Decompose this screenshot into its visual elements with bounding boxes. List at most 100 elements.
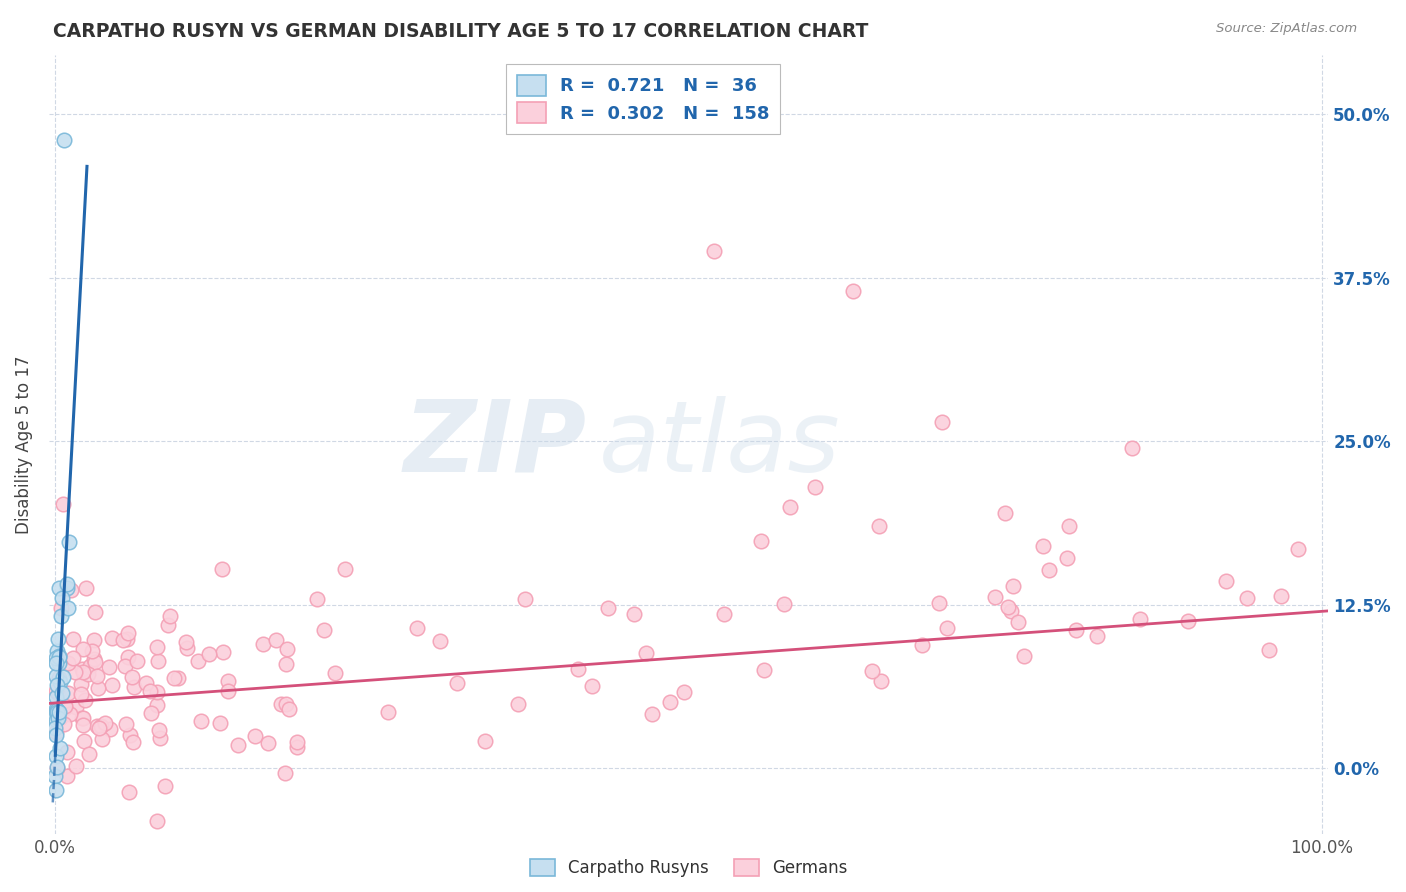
Point	[52, 670, 75, 684]
Point	[146, 698, 169, 712]
Point	[1085, 630, 1108, 644]
Point	[157, 618, 180, 632]
Point	[122, 680, 145, 694]
Point	[474, 734, 496, 748]
Point	[752, 664, 775, 678]
Point	[314, 623, 336, 637]
Point	[335, 562, 357, 576]
Point	[1000, 604, 1022, 618]
Point	[139, 706, 162, 720]
Point	[266, 632, 288, 647]
Point	[48, 706, 70, 720]
Point	[153, 779, 176, 793]
Point	[773, 598, 796, 612]
Point	[751, 534, 773, 549]
Point	[1270, 589, 1292, 603]
Point	[45, 725, 67, 739]
Point	[90, 732, 112, 747]
Point	[997, 599, 1019, 614]
Text: atlas: atlas	[599, 396, 841, 493]
Point	[163, 671, 186, 685]
Point	[49, 601, 72, 615]
Point	[62, 632, 84, 646]
Point	[145, 685, 167, 699]
Point	[211, 562, 233, 576]
Point	[1064, 623, 1087, 637]
Point	[1032, 539, 1054, 553]
Point	[49, 674, 72, 689]
Point	[48, 705, 70, 719]
Point	[860, 664, 883, 678]
Point	[60, 582, 83, 597]
Point	[101, 678, 124, 692]
Point	[75, 581, 97, 595]
Point	[58, 535, 80, 549]
Point	[257, 735, 280, 749]
Point	[73, 693, 96, 707]
Point	[1038, 563, 1060, 577]
Point	[1012, 648, 1035, 663]
Point	[51, 686, 73, 700]
Point	[122, 735, 145, 749]
Point	[623, 607, 645, 621]
Point	[127, 654, 149, 668]
Point	[45, 759, 67, 773]
Point	[56, 746, 79, 760]
Point	[48, 581, 70, 595]
Point	[167, 671, 190, 685]
Point	[70, 711, 93, 725]
Point	[270, 697, 292, 711]
Point	[65, 699, 87, 714]
Point	[197, 647, 219, 661]
Point	[1002, 579, 1025, 593]
Point	[94, 715, 117, 730]
Point	[323, 665, 346, 680]
Point	[274, 698, 297, 712]
Point	[46, 711, 69, 725]
Point	[56, 769, 79, 783]
Point	[673, 685, 696, 699]
Point	[211, 645, 233, 659]
Point	[86, 681, 108, 695]
Point	[285, 740, 308, 755]
Point	[83, 655, 105, 669]
Point	[135, 676, 157, 690]
Point	[446, 676, 468, 690]
Point	[120, 728, 142, 742]
Point	[149, 731, 172, 745]
Point	[1129, 611, 1152, 625]
Point	[405, 621, 427, 635]
Point	[1056, 551, 1078, 566]
Point	[86, 668, 108, 682]
Point	[45, 683, 67, 698]
Point	[931, 415, 953, 429]
Text: ZIP: ZIP	[404, 396, 586, 493]
Point	[77, 666, 100, 681]
Point	[148, 723, 170, 738]
Point	[53, 699, 76, 714]
Point	[46, 704, 69, 718]
Point	[190, 714, 212, 728]
Point	[97, 660, 120, 674]
Point	[159, 609, 181, 624]
Point	[46, 761, 69, 775]
Point	[55, 581, 77, 595]
Point	[79, 658, 101, 673]
Point	[187, 654, 209, 668]
Point	[83, 652, 105, 666]
Point	[53, 701, 76, 715]
Point	[83, 606, 105, 620]
Point	[44, 668, 66, 682]
Point	[659, 695, 682, 709]
Point	[868, 519, 890, 533]
Point	[45, 782, 67, 797]
Point	[274, 657, 297, 672]
Y-axis label: Disability Age 5 to 17: Disability Age 5 to 17	[15, 355, 32, 533]
Point	[45, 705, 67, 719]
Text: CARPATHO RUSYN VS GERMAN DISABILITY AGE 5 TO 17 CORRELATION CHART: CARPATHO RUSYN VS GERMAN DISABILITY AGE …	[53, 22, 869, 41]
Point	[287, 734, 309, 748]
Point	[911, 638, 934, 652]
Point	[52, 497, 75, 511]
Point	[45, 728, 67, 742]
Point	[48, 649, 70, 664]
